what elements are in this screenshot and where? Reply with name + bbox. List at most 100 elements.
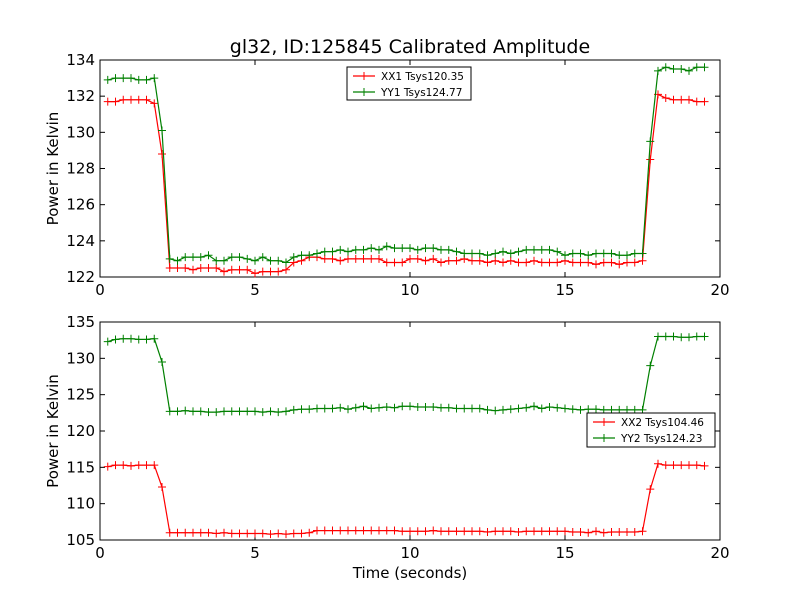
- bottom-panel: 0 5 10 15 20 105 110 115 120 125 130 135 Power in Ke…: [44, 313, 730, 562]
- series-point-0: [452, 256, 461, 265]
- series-point-1: [103, 337, 112, 346]
- series-point-1: [692, 332, 701, 341]
- series-point-0: [103, 462, 112, 471]
- series-point-0: [359, 254, 368, 263]
- series-point-0: [258, 267, 267, 276]
- series-point-1: [530, 402, 538, 411]
- series-point-1: [685, 66, 693, 75]
- series-point-0: [406, 527, 414, 536]
- series-point-0: [398, 258, 407, 267]
- series-point-1: [700, 332, 709, 341]
- series-point-0: [576, 258, 585, 267]
- series-point-0: [336, 256, 345, 265]
- series-point-1: [204, 408, 213, 417]
- series-point-1: [677, 333, 686, 342]
- series-point-1: [336, 403, 345, 412]
- series-point-0: [103, 97, 112, 106]
- series-point-0: [584, 528, 593, 537]
- series-point-1: [592, 405, 600, 414]
- series-point-1: [289, 253, 298, 262]
- series-point-1: [289, 405, 298, 414]
- series-point-0: [150, 461, 159, 470]
- series-point-0: [638, 256, 647, 265]
- series-point-1: [561, 251, 569, 260]
- y-axis-label: Power in Kelvin: [44, 112, 62, 226]
- series-point-0: [545, 258, 554, 267]
- series-point-0: [599, 258, 608, 267]
- series-point-0: [475, 527, 484, 536]
- series-point-0: [274, 529, 283, 538]
- series-point-1: [499, 405, 507, 414]
- series-point-1: [491, 249, 500, 258]
- series-point-1: [220, 407, 228, 416]
- series-point-1: [661, 63, 670, 72]
- series-point-0: [375, 254, 383, 263]
- series-point-1: [421, 403, 430, 412]
- series-point-0: [165, 528, 174, 537]
- series-point-0: [623, 528, 631, 537]
- series-point-1: [181, 406, 190, 415]
- series-point-1: [165, 254, 174, 263]
- series-point-0: [506, 256, 515, 265]
- series-point-1: [243, 254, 252, 263]
- series-point-1: [367, 404, 376, 413]
- series-point-0: [189, 528, 197, 537]
- x-tick-label: 20: [710, 544, 729, 562]
- series-point-0: [685, 95, 693, 104]
- series-point-1: [196, 407, 205, 416]
- series-point-1: [654, 332, 662, 341]
- series-point-1: [483, 251, 492, 260]
- series-point-1: [460, 249, 469, 258]
- series-point-0: [584, 258, 593, 267]
- series-point-1: [545, 245, 554, 254]
- series-point-0: [646, 155, 655, 164]
- series-point-0: [158, 150, 166, 159]
- series-point-1: [336, 245, 345, 254]
- y-tick-label: 132: [66, 87, 95, 105]
- series-point-0: [266, 267, 275, 276]
- series-point-0: [615, 260, 624, 269]
- series-point-1: [235, 253, 244, 262]
- series-point-1: [514, 247, 523, 256]
- series-point-0: [367, 254, 376, 263]
- series-point-1: [654, 66, 662, 75]
- series-point-1: [359, 245, 368, 254]
- x-tick-label: 15: [555, 544, 574, 562]
- series-point-1: [313, 404, 321, 413]
- x-axis-label: Time (seconds): [352, 564, 468, 582]
- series-point-0: [251, 269, 259, 278]
- series-point-1: [460, 404, 469, 413]
- series-point-0: [297, 529, 306, 538]
- series-point-0: [654, 459, 662, 468]
- series-point-1: [382, 403, 391, 412]
- series-point-1: [127, 334, 135, 343]
- series-point-0: [661, 93, 670, 102]
- series-point-0: [165, 263, 174, 272]
- series-point-0: [437, 258, 445, 267]
- series-point-1: [158, 126, 166, 135]
- series-point-1: [576, 405, 585, 414]
- series-point-0: [142, 95, 151, 104]
- series-point-1: [468, 404, 476, 413]
- series-point-1: [452, 404, 461, 413]
- x-tick-label: 0: [95, 544, 105, 562]
- series-point-1: [514, 404, 523, 413]
- x-tick-label: 10: [400, 544, 419, 562]
- series-point-1: [212, 256, 221, 265]
- series-point-0: [429, 526, 438, 535]
- series-point-1: [390, 244, 399, 253]
- series-point-0: [576, 528, 585, 537]
- series-point-0: [661, 461, 670, 470]
- series-point-0: [669, 461, 678, 470]
- series-point-0: [413, 254, 422, 263]
- series-point-0: [669, 95, 678, 104]
- y-tick-label: 130: [66, 123, 95, 141]
- series-point-0: [196, 263, 205, 272]
- series-point-0: [615, 528, 624, 537]
- legend-box: [586, 412, 716, 448]
- series-point-0: [553, 527, 562, 536]
- series-point-0: [173, 528, 182, 537]
- series-point-1: [553, 247, 562, 256]
- series-point-0: [437, 527, 445, 536]
- series-point-0: [545, 527, 554, 536]
